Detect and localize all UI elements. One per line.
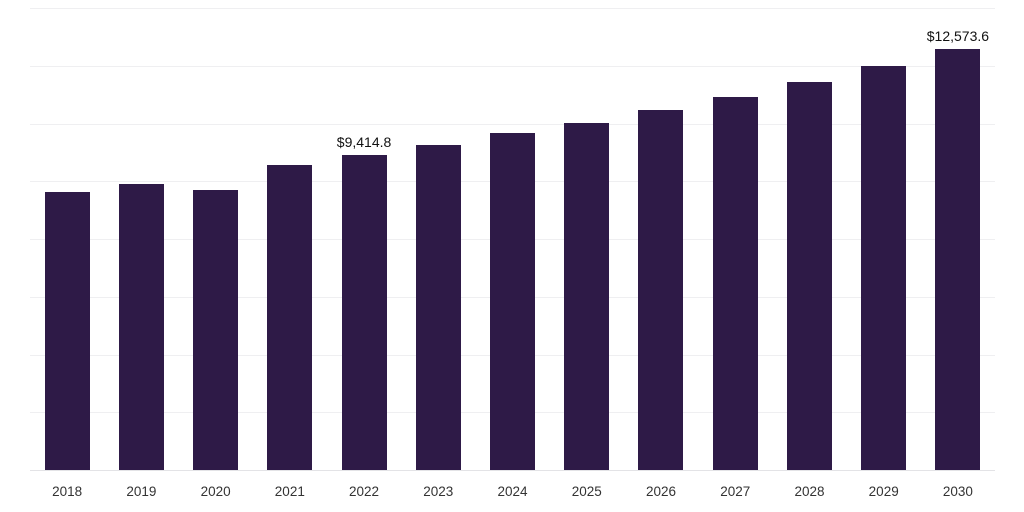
bar-2020	[193, 189, 239, 470]
bar-slot-2020	[178, 8, 252, 470]
bar-slot-2023	[401, 8, 475, 470]
bar-2018	[44, 191, 90, 470]
x-axis-labels: 2018 2019 2020 2021 2022 2023 2024 2025 2026 2027…	[30, 470, 995, 512]
bar-2022	[341, 154, 387, 470]
x-axis-label-2024: 2024	[497, 483, 528, 499]
bar-2024	[490, 133, 536, 470]
data-label-2022: $9,414.8	[336, 133, 392, 150]
bar-slot-2018	[30, 8, 104, 470]
bars-layer: $9,414.8 $12,573.6	[30, 8, 995, 470]
x-axis-label-2022: 2022	[349, 483, 380, 499]
bar-slot-2030: $12,573.6	[921, 8, 995, 470]
x-axis-label-2023: 2023	[423, 483, 454, 499]
bar-2027	[712, 96, 758, 470]
gridline	[30, 123, 995, 125]
bar-2028	[786, 81, 832, 470]
x-axis-label-2018: 2018	[52, 483, 83, 499]
bar-2025	[564, 122, 610, 470]
x-axis-label-2027: 2027	[720, 483, 751, 499]
bar-slot-2026	[624, 8, 698, 470]
x-axis-label-2019: 2019	[126, 483, 157, 499]
x-axis-line	[30, 470, 995, 471]
x-axis-label-2020: 2020	[200, 483, 231, 499]
bar-2026	[638, 110, 684, 470]
plot-area: $9,414.8 $12,573.6	[30, 8, 995, 471]
bar-2021	[267, 165, 313, 470]
bar-slot-2024	[475, 8, 549, 470]
x-axis-label-2026: 2026	[645, 483, 677, 499]
x-axis-label-2021: 2021	[274, 483, 305, 499]
bar-chart: $9,414.8 $12,573.6 2018 2019 2020 2021 2022 20…	[30, 8, 995, 512]
bar-slot-2021	[253, 8, 327, 470]
x-axis-label-2030: 2030	[942, 483, 973, 499]
data-label-2030: $12,573.6	[926, 28, 990, 45]
bar-slot-2025	[550, 8, 624, 470]
bar-2019	[118, 184, 164, 470]
gridline	[30, 65, 995, 67]
bar-slot-2019	[104, 8, 178, 470]
bar-slot-2028	[772, 8, 846, 470]
bar-slot-2022: $9,414.8	[327, 8, 401, 470]
gridline	[30, 8, 995, 9]
bar-slot-2027	[698, 8, 772, 470]
bar-2029	[861, 65, 907, 470]
x-axis-label-2028: 2028	[794, 483, 825, 499]
x-axis-label-2029: 2029	[868, 483, 899, 499]
x-axis-label-2025: 2025	[571, 483, 602, 499]
bar-2023	[415, 145, 461, 470]
bar-slot-2029	[847, 8, 921, 470]
bar-2030	[935, 49, 981, 470]
